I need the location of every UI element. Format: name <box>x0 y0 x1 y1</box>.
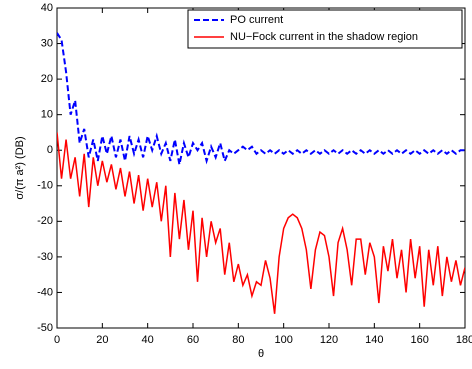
x-tick-label: 140 <box>365 334 383 346</box>
legend-box <box>187 9 463 49</box>
y-tick-label: 40 <box>41 2 53 14</box>
y-tick-label: 30 <box>41 37 53 49</box>
x-tick-label: 180 <box>456 334 472 346</box>
x-tick-label: 100 <box>274 334 292 346</box>
y-tick-label: -50 <box>37 322 53 334</box>
x-tick-label: 160 <box>410 334 428 346</box>
y-axis-label: σ/(π a²) (DB) <box>14 136 26 199</box>
series-line <box>57 32 465 165</box>
legend-label: PO current <box>230 14 283 26</box>
y-tick-label: -40 <box>37 286 53 298</box>
y-tick-label: 0 <box>47 144 53 156</box>
x-tick-label: 40 <box>142 334 154 346</box>
y-tick-label: 20 <box>41 73 53 85</box>
x-tick-label: 60 <box>187 334 199 346</box>
plot-area <box>56 7 466 329</box>
x-axis-label: θ <box>258 348 264 360</box>
legend-label: NU−Fock current in the shadow region <box>230 31 418 43</box>
x-tick-label: 120 <box>320 334 338 346</box>
plot-lines <box>57 32 465 314</box>
y-tick-label: 10 <box>41 109 53 121</box>
x-tick-label: 20 <box>96 334 108 346</box>
y-tick-label: -20 <box>37 215 53 227</box>
series-line <box>57 132 465 314</box>
x-tick-label: 80 <box>232 334 244 346</box>
y-tick-label: -30 <box>37 251 53 263</box>
y-tick-label: -10 <box>37 180 53 192</box>
x-tick-label: 0 <box>54 334 60 346</box>
